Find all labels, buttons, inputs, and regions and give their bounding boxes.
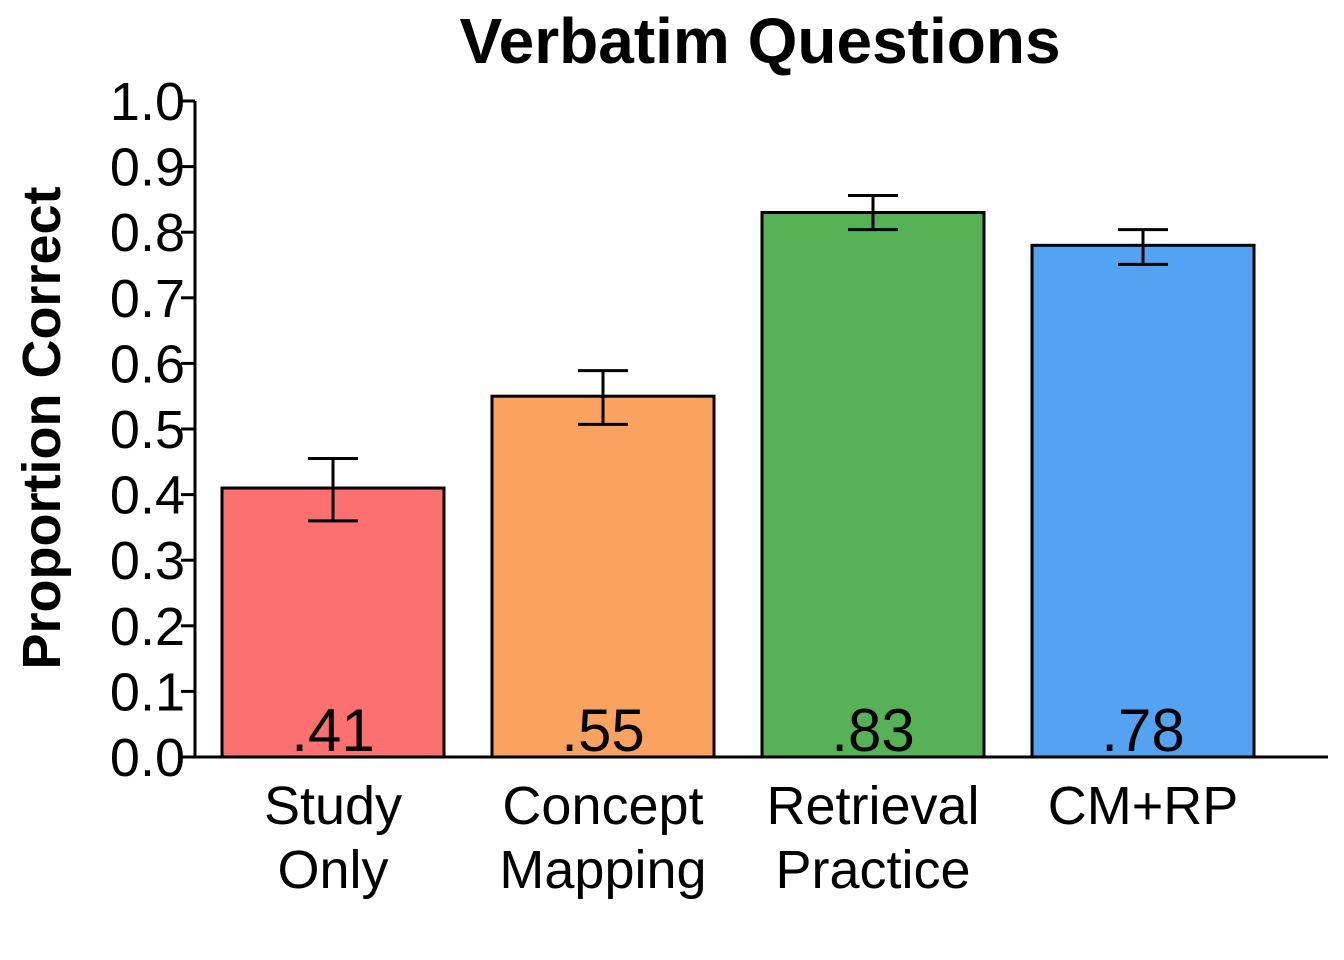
y-tick-label: 0.0 (110, 728, 185, 788)
y-tick-label: 0.1 (110, 662, 185, 722)
bar (220, 486, 446, 759)
x-axis: Study Only Concept Mapping Retrieval Practice… (195, 755, 1328, 900)
y-tick-label: 0.8 (110, 203, 185, 263)
data-label: .55 (561, 697, 644, 764)
y-tick-label: 0.9 (110, 138, 185, 198)
x-category-label-line: Mapping (499, 840, 706, 900)
error-bar (848, 193, 898, 232)
bar (1030, 243, 1256, 759)
data-label: .83 (831, 697, 914, 764)
error-bar (308, 457, 358, 523)
x-category-label-line: Practice (775, 840, 970, 900)
y-tick-label: 0.7 (110, 269, 185, 329)
y-axis-label: Proportion Correct (12, 186, 72, 669)
y-tick-label: 0.4 (110, 466, 185, 526)
data-label: .41 (291, 697, 374, 764)
x-category-label-line: Only (277, 840, 388, 900)
x-category-label-line: Retrieval (766, 776, 979, 836)
error-bar (578, 369, 628, 426)
x-category-label: Retrieval Practice (766, 776, 979, 900)
data-label: .78 (1101, 697, 1184, 764)
y-tick-label: 1.0 (110, 72, 185, 132)
bars: .41 .55 .83 .78 (220, 193, 1256, 764)
x-category-label: CM+RP (1048, 776, 1239, 836)
y-tick-label: 0.2 (110, 597, 185, 657)
x-category-label: Study Only (264, 776, 402, 900)
y-tick-label: 0.3 (110, 531, 185, 591)
y-tick-label: 0.5 (110, 400, 185, 460)
error-bar (1118, 228, 1168, 266)
chart-title: Verbatim Questions (459, 5, 1060, 77)
x-category-label-line: Study (264, 776, 402, 836)
bar (490, 394, 716, 759)
y-tick-label: 0.6 (110, 334, 185, 394)
bar (760, 211, 986, 759)
x-category-label-line: Concept (502, 776, 703, 836)
y-axis: 0.00.10.20.30.40.50.60.70.80.91.0 (110, 72, 197, 788)
x-category-label-line: CM+RP (1048, 776, 1239, 836)
x-category-label: Concept Mapping (499, 776, 706, 900)
